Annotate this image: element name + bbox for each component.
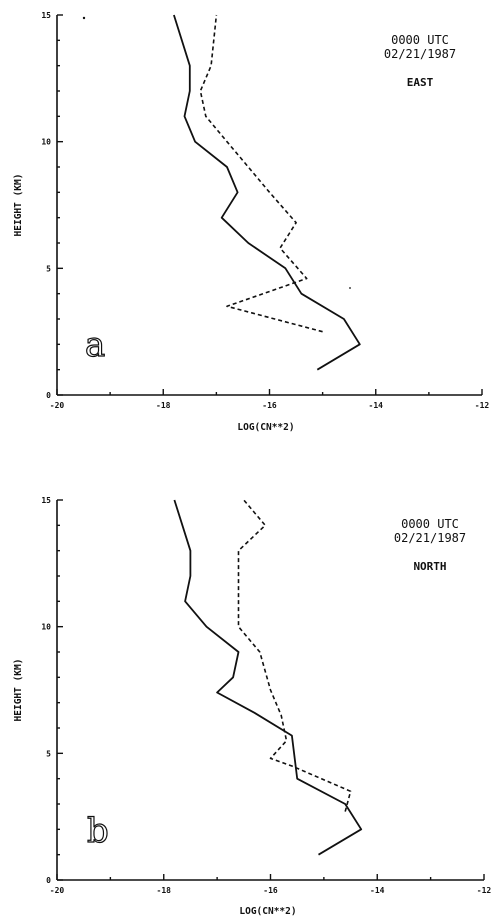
x-axis-title: LOG(CN**2) — [239, 906, 296, 917]
y-tick-label: 0 — [46, 391, 51, 400]
series-line-dashed — [237, 499, 352, 812]
y-tick-label: 5 — [46, 749, 51, 758]
x-tick-label: -12 — [475, 401, 490, 410]
chart-panel-north: 0000 UTC 02/21/1987 NORTH b LOG(CN**2) H… — [13, 496, 491, 917]
y-tick-label: 5 — [46, 264, 51, 273]
speck-mark — [349, 287, 351, 289]
x-tick-label: -14 — [369, 401, 384, 410]
x-tick-label: -18 — [156, 401, 171, 410]
x-tick-label: -20 — [50, 886, 65, 895]
annotation-date: 02/21/1987 — [384, 47, 456, 61]
series-line-dashed — [199, 14, 323, 333]
y-tick-label: 10 — [41, 138, 51, 147]
x-axis-title: LOG(CN**2) — [237, 422, 294, 433]
x-tick-label: -14 — [370, 886, 385, 895]
chart-panel-east: 0000 UTC 02/21/1987 EAST a LOG(CN**2) HE… — [13, 11, 489, 433]
annotation-direction: NORTH — [413, 560, 446, 573]
x-tick-label: -16 — [263, 886, 278, 895]
x-tick-label: -18 — [157, 886, 172, 895]
annotation-time: 0000 UTC — [391, 33, 449, 47]
panel-label: b — [87, 811, 109, 851]
y-axis-title: HEIGHT (KM) — [13, 659, 24, 722]
y-tick-label: 10 — [41, 623, 51, 632]
y-axis-title: HEIGHT (KM) — [13, 174, 24, 237]
x-tick-label: -12 — [477, 886, 492, 895]
series-line-solid — [173, 499, 363, 856]
y-tick-label: 15 — [41, 496, 51, 505]
x-tick-label: -16 — [262, 401, 277, 410]
annotation-direction: EAST — [407, 76, 434, 89]
speck-mark — [82, 16, 86, 20]
x-tick-label: -20 — [50, 401, 65, 410]
series-line-solid — [173, 14, 361, 371]
y-tick-label: 15 — [41, 11, 51, 20]
y-tick-label: 0 — [46, 876, 51, 885]
panel-label: a — [85, 325, 105, 365]
annotation-date: 02/21/1987 — [394, 531, 466, 545]
annotation-time: 0000 UTC — [401, 517, 459, 531]
